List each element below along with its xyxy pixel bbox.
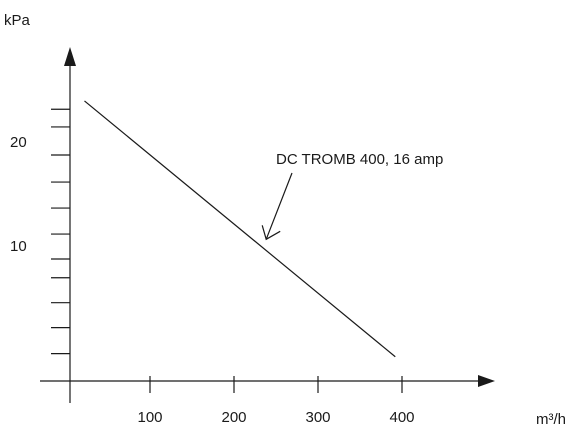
tick-labels: 100 200 300 400 10 20 bbox=[10, 134, 415, 426]
y-axis-arrow-icon bbox=[64, 47, 76, 66]
x-tick-label: 400 bbox=[389, 409, 414, 426]
tick-marks bbox=[51, 108, 403, 393]
x-tick-label: 100 bbox=[137, 409, 162, 426]
annotation: DC TROMB 400, 16 amp bbox=[261, 151, 443, 241]
series-layer bbox=[84, 100, 396, 358]
x-axis-arrow-icon bbox=[478, 375, 495, 387]
axes bbox=[40, 47, 495, 403]
y-tick-label: 20 bbox=[10, 134, 27, 151]
series-annotation-label: DC TROMB 400, 16 amp bbox=[276, 151, 443, 168]
x-tick-label: 300 bbox=[305, 409, 330, 426]
series-line bbox=[84, 100, 396, 358]
y-axis-label: kPa bbox=[4, 12, 31, 29]
x-axis-label: m³/h bbox=[536, 411, 566, 428]
y-tick-label: 10 bbox=[10, 238, 27, 255]
annotation-arrow-line bbox=[265, 172, 293, 240]
annotation-arrow-icon bbox=[261, 225, 281, 241]
x-tick-label: 200 bbox=[221, 409, 246, 426]
